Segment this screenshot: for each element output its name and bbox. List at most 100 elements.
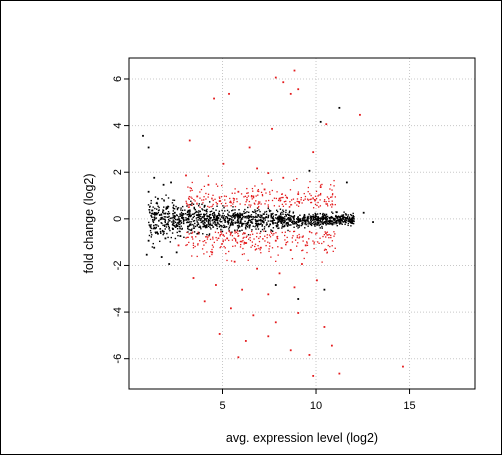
- data-point: [177, 222, 179, 224]
- data-point: [234, 205, 237, 208]
- data-point: [306, 241, 308, 243]
- data-point: [223, 218, 225, 221]
- data-point: [248, 238, 250, 240]
- data-point: [218, 200, 221, 202]
- data-point: [312, 151, 315, 154]
- data-point: [289, 349, 292, 352]
- data-point: [248, 200, 251, 203]
- data-point: [183, 213, 185, 215]
- data-point: [282, 210, 285, 213]
- data-point: [258, 237, 260, 240]
- data-point: [260, 252, 262, 254]
- data-point: [209, 238, 212, 241]
- data-point: [347, 220, 349, 222]
- data-point: [328, 237, 330, 239]
- data-point: [169, 220, 171, 222]
- data-point: [256, 216, 258, 218]
- data-point: [241, 241, 243, 243]
- data-point: [155, 232, 157, 234]
- data-point: [225, 202, 227, 205]
- data-point: [190, 187, 192, 190]
- data-point: [257, 201, 260, 203]
- data-point: [156, 224, 158, 226]
- data-point: [328, 221, 331, 224]
- data-point: [314, 212, 316, 215]
- data-point: [288, 210, 291, 212]
- data-point: [326, 203, 328, 205]
- data-point: [191, 218, 193, 220]
- data-point: [330, 223, 332, 225]
- data-point: [307, 219, 309, 221]
- data-point: [197, 214, 200, 216]
- data-point: [314, 223, 316, 226]
- data-point: [259, 201, 261, 203]
- data-point: [166, 232, 168, 235]
- data-point: [281, 211, 283, 214]
- data-point: [321, 222, 323, 225]
- data-point: [177, 216, 180, 218]
- data-point: [251, 210, 254, 213]
- data-point: [297, 218, 300, 220]
- data-point: [219, 224, 222, 227]
- data-point: [214, 218, 216, 220]
- data-point: [264, 219, 267, 221]
- data-point: [312, 198, 314, 200]
- data-point: [201, 203, 203, 206]
- data-point: [248, 146, 251, 149]
- data-point: [187, 197, 190, 199]
- data-point: [203, 204, 206, 207]
- data-point: [187, 217, 190, 220]
- data-point: [250, 204, 252, 206]
- data-point: [352, 215, 355, 217]
- data-point: [234, 188, 236, 190]
- data-point: [301, 263, 303, 265]
- data-point: [289, 214, 291, 217]
- data-point: [190, 214, 192, 217]
- data-point: [276, 210, 279, 213]
- data-point: [167, 221, 169, 223]
- data-point: [278, 205, 280, 207]
- data-point: [236, 242, 239, 244]
- data-point: [216, 203, 219, 205]
- data-point: [150, 231, 152, 234]
- data-point: [313, 243, 315, 245]
- data-point: [349, 213, 352, 216]
- data-point: [222, 216, 225, 219]
- data-point: [260, 203, 262, 205]
- data-point: [237, 232, 239, 235]
- data-point: [154, 207, 156, 210]
- data-point: [316, 279, 318, 282]
- data-point: [168, 215, 170, 218]
- data-point: [333, 235, 335, 237]
- data-point: [224, 239, 226, 241]
- data-point: [180, 222, 183, 224]
- data-point: [200, 221, 202, 224]
- data-point: [287, 216, 290, 219]
- data-point: [265, 224, 268, 226]
- data-point: [185, 200, 187, 202]
- data-point: [163, 232, 165, 235]
- data-point: [329, 223, 332, 225]
- data-point: [306, 244, 309, 247]
- data-point: [198, 226, 200, 228]
- data-point: [205, 225, 207, 227]
- data-point: [352, 220, 354, 222]
- data-point: [191, 213, 194, 215]
- data-point: [265, 213, 268, 216]
- data-point: [318, 217, 320, 219]
- data-point: [279, 208, 282, 210]
- data-point: [171, 202, 174, 204]
- x-axis-label: avg. expression level (log2): [226, 431, 378, 445]
- data-point: [153, 226, 155, 229]
- data-point: [331, 222, 333, 225]
- data-point: [334, 218, 336, 220]
- data-point: [181, 216, 184, 219]
- data-point: [309, 215, 311, 217]
- data-point: [287, 217, 289, 220]
- data-point: [289, 218, 291, 221]
- data-point: [342, 216, 345, 219]
- data-point: [214, 223, 216, 226]
- data-point: [240, 218, 242, 221]
- data-point: [286, 218, 288, 221]
